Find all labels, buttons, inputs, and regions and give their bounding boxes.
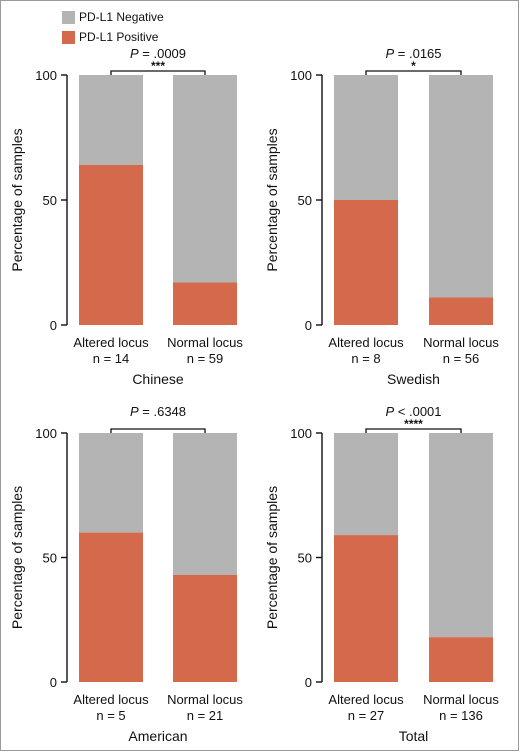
panel-title: Total	[399, 728, 429, 744]
y-tick-label: 50	[298, 193, 312, 208]
significance-bracket	[110, 428, 206, 433]
y-tick-label: 0	[305, 675, 312, 690]
significance-stars: ***	[151, 59, 165, 73]
y-tick-label: 50	[43, 551, 57, 566]
significance-stars: *	[411, 59, 416, 73]
y-tick-label: 0	[50, 318, 57, 333]
n-label: n = 27	[348, 708, 385, 723]
y-axis-label: Percentage of samples	[264, 486, 280, 629]
p-value-label: P < .0001	[385, 404, 441, 419]
bar-positive	[79, 532, 143, 682]
y-tick-label: 100	[290, 68, 312, 83]
bar-positive	[173, 282, 237, 325]
y-axis-label: Percentage of samples	[9, 486, 25, 629]
significance-bracket	[110, 70, 206, 75]
bar-negative	[334, 433, 398, 536]
significance-stars: ****	[404, 417, 423, 431]
bar-negative	[429, 75, 493, 298]
bar-negative	[79, 433, 143, 533]
bar-positive	[429, 297, 493, 325]
significance-bracket	[365, 428, 462, 433]
p-value-label: P = .6348	[130, 404, 186, 419]
category-label: Normal locus	[167, 335, 243, 350]
legend-swatch-negative	[62, 10, 75, 24]
category-label: Altered locus	[73, 692, 149, 707]
n-label: n = 5	[96, 708, 125, 723]
n-label: n = 136	[439, 708, 483, 723]
bar-negative	[173, 75, 237, 283]
category-label: Normal locus	[423, 335, 499, 350]
bar-negative	[334, 75, 398, 200]
n-label: n = 59	[187, 351, 224, 366]
panel-title: Swedish	[387, 371, 440, 387]
n-label: n = 21	[187, 708, 224, 723]
category-label: Altered locus	[73, 335, 149, 350]
y-axis-label: Percentage of samples	[9, 128, 25, 271]
y-tick-label: 50	[43, 193, 57, 208]
bar-negative	[173, 433, 237, 575]
panel-title: Chinese	[132, 371, 184, 387]
legend-label-negative: PD-L1 Negative	[79, 10, 164, 24]
y-axis-label: Percentage of samples	[264, 128, 280, 271]
bar-positive	[429, 637, 493, 682]
bar-positive	[334, 200, 398, 325]
y-tick-label: 100	[35, 68, 57, 83]
bar-negative	[429, 433, 493, 638]
significance-bracket	[365, 70, 462, 75]
p-value-label: P = .0165	[385, 46, 441, 61]
legend: PD-L1 Negative PD-L1 Positive	[62, 8, 164, 48]
category-label: Altered locus	[328, 335, 404, 350]
legend-swatch-positive	[62, 30, 75, 44]
y-tick-label: 100	[35, 426, 57, 441]
category-label: Altered locus	[328, 692, 404, 707]
y-tick-label: 0	[305, 318, 312, 333]
p-value-label: P = .0009	[130, 46, 186, 61]
category-label: Normal locus	[167, 692, 243, 707]
n-label: n = 56	[443, 351, 480, 366]
bar-negative	[79, 75, 143, 165]
category-label: Normal locus	[423, 692, 499, 707]
legend-item-positive: PD-L1 Positive	[62, 28, 164, 46]
y-tick-label: 100	[290, 426, 312, 441]
y-tick-label: 0	[50, 675, 57, 690]
n-label: n = 14	[93, 351, 130, 366]
legend-label-positive: PD-L1 Positive	[79, 30, 159, 44]
bar-positive	[334, 535, 398, 682]
panel-title: American	[128, 728, 187, 744]
legend-item-negative: PD-L1 Negative	[62, 8, 164, 26]
n-label: n = 8	[351, 351, 380, 366]
y-tick-label: 50	[298, 551, 312, 566]
bar-positive	[173, 574, 237, 682]
bar-positive	[79, 165, 143, 325]
